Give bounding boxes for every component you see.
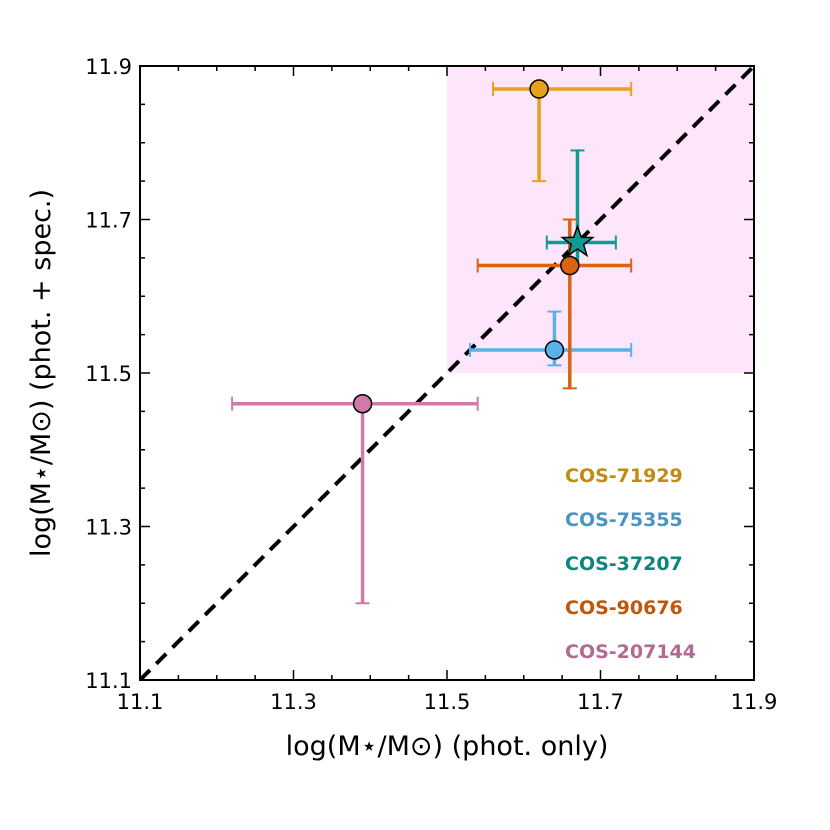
- x-tick-label: 11.7: [577, 690, 624, 714]
- data-point-cos-90676: [560, 255, 580, 276]
- y-axis-label: log(M⋆/M⊙) (phot. + spec.): [26, 189, 57, 557]
- data-point-cos-207144: [352, 393, 373, 414]
- x-tick-label: 11.3: [270, 690, 317, 714]
- error-bars-cos-71929: [492, 82, 633, 183]
- y-tick-label: 11.7: [85, 209, 132, 233]
- plot-frame: [139, 65, 755, 681]
- y-tick-label: 11.3: [85, 516, 132, 540]
- y-tick-label: 11.5: [85, 362, 132, 386]
- x-tick-label: 11.9: [731, 690, 778, 714]
- x-tick-label: 11.5: [424, 690, 471, 714]
- legend-label-cos-71929: COS-71929: [565, 465, 683, 487]
- y-tick-label: 11.9: [85, 55, 132, 79]
- legend-label-cos-37207: COS-37207: [565, 553, 683, 575]
- x-tick-label: 11.1: [117, 690, 164, 714]
- data-point-cos-71929: [529, 79, 549, 99]
- legend-label-cos-90676: COS-90676: [565, 597, 683, 619]
- one-to-one-reference-line: [140, 66, 754, 680]
- legend-label-cos-75355: COS-75355: [565, 509, 683, 531]
- y-tick-label: 11.1: [85, 669, 132, 693]
- error-bars-cos-207144: [231, 396, 479, 605]
- x-axis-label: log(M⋆/M⊙) (phot. only): [286, 731, 609, 762]
- legend-label-cos-207144: COS-207144: [565, 641, 696, 663]
- data-point-cos-37207: [560, 224, 595, 258]
- data-point-cos-75355: [544, 340, 565, 360]
